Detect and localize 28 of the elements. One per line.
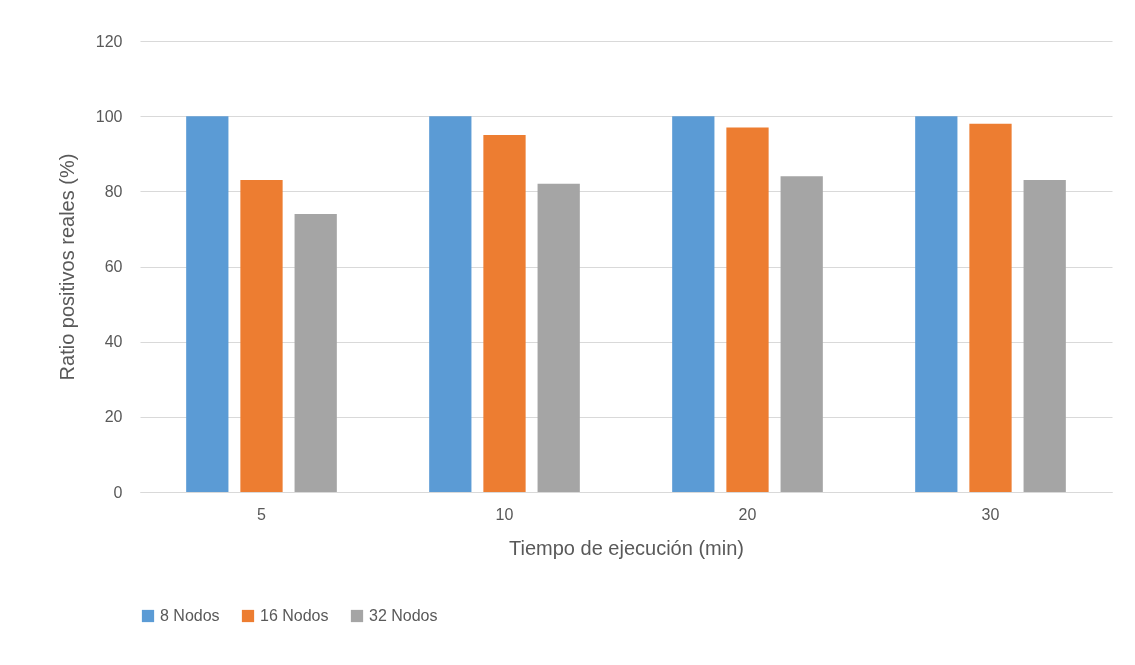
- x-axis-title: Tiempo de ejecución (min): [509, 536, 744, 559]
- y-tick-label: 20: [104, 408, 123, 426]
- bar: [537, 183, 580, 492]
- y-tick-label: 80: [104, 182, 123, 200]
- legend-label: 16 Nodos: [260, 607, 329, 624]
- bar: [915, 116, 958, 492]
- legend-label: 32 Nodos: [369, 607, 438, 624]
- bar: [969, 123, 1012, 492]
- y-axis-title: Ratio positivos reales (%): [55, 153, 78, 381]
- legend-label: 8 Nodos: [160, 607, 220, 624]
- bar: [726, 127, 769, 492]
- bar: [294, 213, 337, 492]
- bar: [483, 134, 526, 492]
- y-tick-label: 120: [95, 32, 123, 50]
- x-tick-label: 20: [738, 505, 757, 523]
- bar: [672, 116, 715, 492]
- bar: [780, 176, 823, 492]
- y-tick-label: 60: [104, 258, 123, 275]
- x-tick-label: 10: [495, 505, 514, 523]
- y-tick-label: 100: [95, 107, 123, 125]
- bar: [1023, 180, 1066, 492]
- bar: [240, 180, 283, 492]
- y-tick-label: 0: [113, 483, 123, 501]
- y-tick-label: 40: [104, 333, 123, 351]
- x-tick-label: 5: [257, 505, 267, 523]
- x-tick-label: 30: [981, 505, 1000, 523]
- bar: [429, 116, 472, 492]
- bar: [186, 116, 229, 492]
